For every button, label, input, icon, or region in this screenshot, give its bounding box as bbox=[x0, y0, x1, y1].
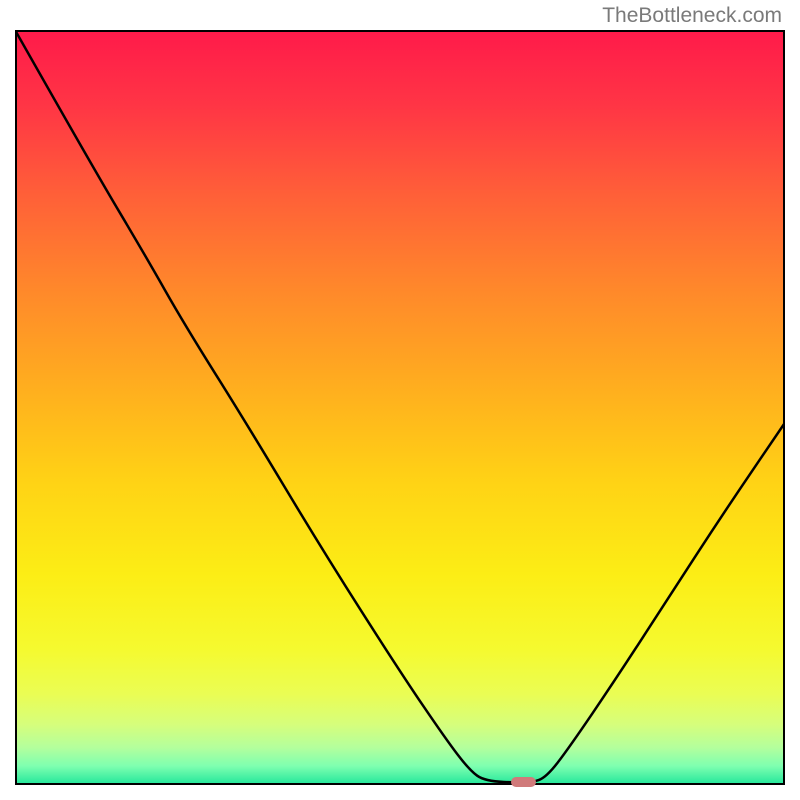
watermark-text: TheBottleneck.com bbox=[602, 4, 782, 28]
bottleneck-chart bbox=[15, 30, 785, 785]
chart-svg bbox=[15, 30, 785, 785]
optimal-point-marker bbox=[511, 777, 536, 787]
